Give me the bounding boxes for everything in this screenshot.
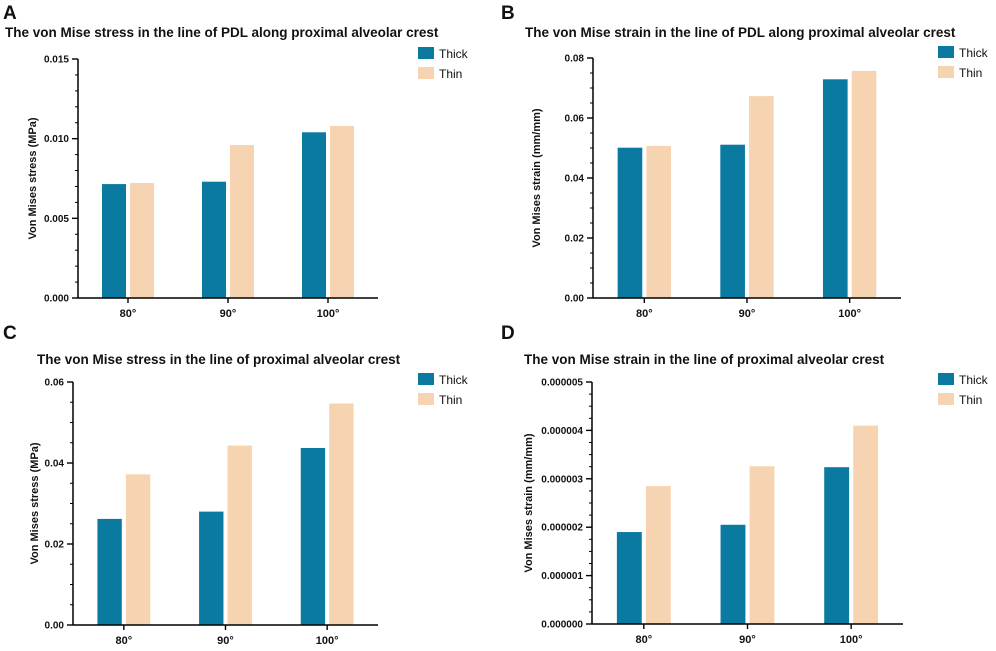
bar-thin-100-d — [853, 425, 879, 624]
legend-swatch-thick-c — [418, 373, 434, 385]
y-tick-label-a: 0.015 — [44, 55, 69, 66]
y-axis-label-a: Von Mises stress (MPa) — [27, 117, 39, 239]
bar-thin-90-a — [230, 145, 254, 298]
bar-thin-90-c — [227, 445, 252, 625]
legend-label-thick-b: Thick — [959, 46, 989, 60]
y-tick-label-c: 0.00 — [45, 621, 65, 632]
y-tick-label-d: 0.000003 — [541, 474, 583, 485]
x-tick-label-b: 80° — [636, 308, 653, 320]
x-tick-label-c: 90° — [217, 635, 234, 646]
y-tick-label-c: 0.06 — [45, 378, 65, 389]
legend-label-thin-a: Thin — [439, 67, 462, 81]
legend-swatch-thick-a — [418, 47, 434, 59]
bar-thick-90-d — [720, 524, 746, 624]
y-tick-label-a: 0.010 — [44, 134, 69, 145]
bar-thin-100-b — [851, 70, 877, 299]
y-tick-label-d: 0.000004 — [541, 426, 583, 437]
x-tick-label-b: 90° — [739, 308, 756, 320]
legend-label-thin-d: Thin — [959, 393, 982, 407]
chart-title-a: The von Mise stress in the line of PDL a… — [5, 25, 439, 40]
x-tick-label-d: 90° — [739, 634, 756, 646]
y-tick-label-b: 0.06 — [565, 114, 585, 125]
chart-title-b: The von Mise strain in the line of PDL a… — [525, 25, 956, 40]
panel-letter-a: A — [3, 3, 17, 24]
bar-thick-80-c — [97, 518, 122, 625]
x-tick-label-a: 80° — [120, 308, 137, 320]
bar-thick-80-a — [102, 184, 126, 298]
legend-label-thick-c: Thick — [439, 373, 469, 387]
bar-thick-100-d — [824, 467, 850, 624]
bar-thick-80-d — [616, 532, 642, 624]
legend-swatch-thin-d — [938, 393, 954, 405]
bar-thick-100-a — [302, 132, 326, 298]
panel-letter-c: C — [3, 323, 17, 344]
y-tick-label-d: 0.000005 — [541, 378, 583, 389]
bar-thin-90-b — [749, 96, 774, 298]
bar-thin-80-b — [646, 145, 672, 298]
bar-thick-90-a — [202, 181, 226, 298]
legend-swatch-thin-b — [938, 66, 954, 78]
y-axis-label-b: Von Mises strain (mm/mm) — [531, 108, 543, 247]
y-tick-label-b: 0.00 — [565, 294, 585, 305]
y-tick-label-d: 0.000001 — [541, 571, 583, 582]
panel-a: A The von Mise stress in the line of PDL … — [0, 0, 498, 323]
legend-swatch-thin-c — [418, 393, 434, 405]
x-tick-label-d: 80° — [636, 634, 653, 646]
bar-thin-90-d — [749, 466, 775, 624]
legend-swatch-thick-d — [938, 373, 954, 385]
y-axis-label-c: Von Mises stress (MPa) — [29, 442, 41, 564]
y-tick-label-d: 0.000002 — [541, 523, 583, 534]
y-axis-label-d: Von Mises strain (mm/mm) — [523, 433, 535, 572]
legend-label-thin-b: Thin — [959, 66, 982, 80]
legend-label-thin-c: Thin — [439, 393, 462, 407]
chart-b: B The von Mise strain in the line of PDL … — [501, 3, 989, 320]
x-tick-label-c: 80° — [116, 635, 133, 646]
y-tick-label-c: 0.02 — [45, 540, 65, 551]
legend-label-thick-d: Thick — [959, 373, 989, 387]
bar-thick-90-c — [199, 511, 224, 625]
y-tick-label-d: 0.000000 — [541, 620, 583, 631]
x-tick-label-d: 100° — [840, 634, 863, 646]
bar-thin-80-a — [130, 182, 154, 298]
chart-d: D The von Mise strain in the line of prox… — [501, 323, 989, 646]
panel-b: B The von Mise strain in the line of PDL … — [498, 0, 996, 323]
y-tick-label-a: 0.000 — [44, 294, 69, 305]
panel-letter-b: B — [501, 3, 515, 24]
chart-title-c: The von Mise stress in the line of proxi… — [37, 352, 401, 367]
bar-thick-90-b — [720, 144, 745, 298]
y-tick-label-b: 0.04 — [565, 174, 585, 185]
y-tick-label-c: 0.04 — [45, 459, 65, 470]
panel-d: D The von Mise strain in the line of prox… — [498, 323, 996, 646]
chart-c: C The von Mise stress in the line of prox… — [3, 323, 469, 647]
bar-thick-80-b — [617, 147, 643, 298]
bar-thin-100-a — [330, 125, 354, 298]
legend-label-thick-a: Thick — [439, 47, 469, 61]
bar-thin-80-d — [645, 486, 671, 624]
panel-letter-d: D — [501, 323, 515, 344]
panel-c: C The von Mise stress in the line of prox… — [0, 323, 498, 647]
legend-swatch-thick-b — [938, 46, 954, 58]
bar-thin-100-c — [329, 403, 354, 625]
x-tick-label-b: 100° — [838, 308, 861, 320]
y-tick-label-b: 0.02 — [565, 234, 585, 245]
x-tick-label-a: 100° — [317, 308, 340, 320]
bar-thick-100-c — [300, 448, 326, 625]
chart-title-d: The von Mise strain in the line of proxi… — [524, 352, 885, 367]
legend-swatch-thin-a — [418, 67, 434, 79]
bar-thick-100-b — [822, 79, 848, 298]
y-tick-label-b: 0.08 — [565, 54, 585, 65]
x-tick-label-c: 100° — [316, 635, 339, 646]
x-tick-label-a: 90° — [220, 308, 237, 320]
y-tick-label-a: 0.005 — [44, 214, 69, 225]
bar-thin-80-c — [125, 474, 151, 625]
